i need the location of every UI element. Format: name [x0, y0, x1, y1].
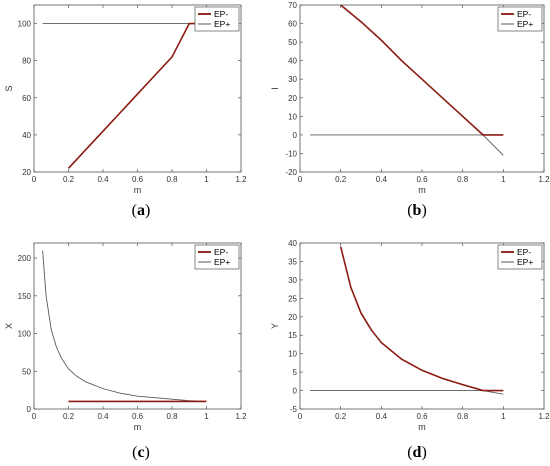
x-tick-label: 0 [298, 175, 303, 184]
x-tick-label: 0 [298, 412, 303, 421]
x-tick-label: 0.8 [457, 175, 469, 184]
y-tick-label: 70 [288, 1, 297, 10]
legend-box [194, 6, 240, 32]
legend: EP-EP+ [497, 244, 543, 270]
x-tick-label: 0.8 [166, 412, 178, 421]
y-tick-label: -5 [290, 405, 298, 414]
x-tick-label: 0 [32, 175, 37, 184]
panel-caption: (b) [407, 202, 427, 219]
x-axis-label: m [134, 185, 142, 195]
series-line-ep-plus [42, 250, 207, 402]
chart-panel-0: 0 0.2 0.4 0.6 0.8 1 1.2 20 40 60 80 100 m S EP-EP+ (a) [4, 4, 247, 219]
x-tick-label: 0.2 [63, 412, 75, 421]
y-tick-label: 25 [288, 294, 297, 303]
legend-box [194, 244, 240, 270]
y-tick-label: 100 [18, 20, 32, 29]
y-tick-label: 5 [293, 368, 298, 377]
y-tick-label: 40 [288, 239, 297, 248]
y-axis-label: X [4, 323, 14, 329]
y-tick-label: 30 [288, 276, 297, 285]
y-tick-label: 40 [22, 131, 31, 140]
legend-label-ep-minus: EP- [214, 247, 228, 257]
x-tick-label: 1 [204, 412, 209, 421]
x-tick-label: 0.6 [132, 412, 144, 421]
legend-box [497, 244, 543, 270]
y-tick-label: 150 [18, 292, 32, 301]
x-tick-label: 0.8 [166, 175, 178, 184]
y-tick-label: 50 [288, 38, 297, 47]
y-tick-label: 50 [22, 367, 31, 376]
x-tick-label: 0.2 [335, 175, 347, 184]
x-tick-label: 0.4 [376, 412, 388, 421]
y-tick-label: 100 [18, 330, 32, 339]
legend-label-ep-plus: EP+ [214, 19, 230, 29]
y-tick-label: 10 [288, 350, 297, 359]
x-axis-label: m [418, 422, 426, 432]
y-tick-label: 30 [288, 75, 297, 84]
y-axis-label: Y [270, 323, 280, 329]
x-tick-label: 0.4 [376, 175, 388, 184]
legend-label-ep-plus: EP+ [517, 19, 533, 29]
x-tick-label: 1 [204, 175, 209, 184]
x-tick-label: 0.6 [132, 175, 144, 184]
y-axis-label: I [270, 87, 280, 90]
x-tick-label: 0.4 [97, 175, 109, 184]
y-tick-label: 35 [288, 257, 297, 266]
y-tick-label: 0 [293, 131, 298, 140]
x-tick-label: 0.2 [63, 175, 75, 184]
y-tick-label: 40 [288, 57, 297, 66]
y-tick-label: 200 [18, 254, 32, 263]
y-tick-label: 0 [27, 405, 32, 414]
x-tick-label: 1.2 [538, 412, 550, 421]
chart-panel-1: 0 0.2 0.4 0.6 0.8 1 1.2 -20 -10 0 10 20 30 40 50 60 70 m I… [270, 1, 550, 219]
y-tick-label: 20 [288, 94, 297, 103]
series-line-ep-minus [339, 246, 504, 392]
y-tick-label: -20 [285, 168, 297, 177]
panel-caption: (c) [132, 444, 150, 461]
plot-frame [299, 4, 545, 173]
plot-frame [33, 242, 242, 410]
x-axis-label: m [134, 422, 142, 432]
y-tick-label: 80 [22, 57, 31, 66]
x-tick-label: 1.2 [235, 412, 247, 421]
x-tick-label: 1.2 [235, 175, 247, 184]
legend-label-ep-plus: EP+ [517, 257, 533, 267]
plot-frame [299, 242, 545, 410]
y-tick-label: 0 [293, 387, 298, 396]
x-tick-label: 1 [501, 412, 506, 421]
x-tick-label: 0.8 [457, 412, 469, 421]
y-axis-label: S [4, 85, 14, 91]
y-tick-label: 10 [288, 112, 297, 121]
chart-panel-3: 0 0.2 0.4 0.6 0.8 1 1.2-50510152025303540mYEP-… [270, 239, 550, 461]
legend: EP-EP+ [497, 6, 543, 32]
legend: EP-EP+ [194, 244, 240, 270]
x-tick-label: 0.6 [416, 412, 428, 421]
chart-panel-2: 0 0.2 0.4 0.6 0.8 1 1.2 0 50 100 150 200 m X EP-EP+ (c) [4, 242, 247, 461]
panel-caption: (a) [132, 202, 151, 219]
series-line-ep-minus [67, 22, 207, 169]
x-tick-label: 1 [501, 175, 506, 184]
legend: EP-EP+ [194, 6, 240, 32]
y-tick-label: 15 [288, 331, 297, 340]
legend-label-ep-minus: EP- [517, 247, 531, 257]
y-tick-label: 60 [22, 94, 31, 103]
legend-label-ep-minus: EP- [517, 9, 531, 19]
x-tick-label: 0 [32, 412, 37, 421]
y-tick-label: 20 [22, 168, 31, 177]
legend-label-ep-minus: EP- [214, 9, 228, 19]
x-tick-label: 0.4 [97, 412, 109, 421]
x-tick-label: 0.6 [416, 175, 428, 184]
series-line-ep-minus [340, 5, 504, 136]
plot-frame [33, 4, 242, 173]
legend-box [497, 6, 543, 32]
y-tick-label: 60 [288, 20, 297, 29]
legend-label-ep-plus: EP+ [214, 257, 230, 267]
x-tick-label: 1.2 [538, 175, 550, 184]
x-tick-label: 0.2 [335, 412, 347, 421]
panel-caption: (d) [407, 444, 427, 461]
x-axis-label: m [418, 185, 426, 195]
y-tick-label: -10 [285, 149, 297, 158]
y-tick-label: 20 [288, 313, 297, 322]
